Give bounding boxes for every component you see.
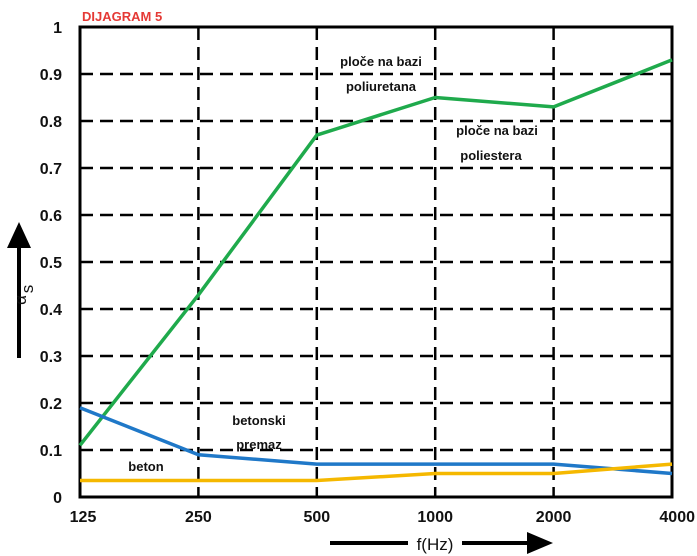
y-axis-label: α s: [7, 222, 37, 358]
series-line-blue: [79, 406, 673, 476]
x-tick-labels: 125 250 500 1000 2000 4000: [70, 509, 695, 526]
y-axis-alpha-subscript: s: [18, 285, 37, 294]
annotation-poliuretana-line-1: ploče na bazi: [340, 54, 422, 69]
y-axis-arrow-head: [7, 222, 31, 248]
x-tick-label: 2000: [536, 509, 572, 526]
annotation-poliestera-line-1: ploče na bazi: [456, 123, 538, 138]
x-tick-label: 4000: [659, 509, 695, 526]
grid-lines: [80, 27, 672, 497]
x-axis-title: f(Hz): [417, 535, 454, 554]
y-tick-label: 0.3: [40, 349, 62, 366]
annotation-beton: beton: [128, 459, 163, 474]
x-tick-label: 250: [185, 509, 212, 526]
x-axis-label-bg: [408, 531, 462, 555]
annotation-poliuretana-line-2: poliuretana: [346, 79, 417, 94]
x-tick-label: 125: [70, 509, 97, 526]
y-axis-alpha: α: [11, 295, 30, 305]
y-tick-label: 0.8: [40, 114, 62, 131]
annotation-betonski-line-1: betonski: [232, 413, 285, 428]
plot-area: [78, 25, 674, 499]
y-tick-label: 0.9: [40, 67, 62, 84]
x-tick-label: 500: [303, 509, 330, 526]
y-tick-label: 0.4: [40, 302, 62, 319]
y-tick-labels: 0 0.1 0.2 0.3 0.4 0.5 0.6 0.7 0.8 0.9 1: [40, 20, 62, 507]
y-tick-label: 0.5: [40, 255, 62, 272]
series-line-green: [78, 58, 673, 447]
series-lines: [78, 58, 673, 483]
y-tick-label: 1: [53, 20, 62, 37]
annotation-poliestera-line-2: poliestera: [460, 148, 522, 163]
y-tick-label: 0.2: [40, 396, 62, 413]
series-line-orange: [80, 462, 673, 483]
x-axis-arrow-head: [527, 532, 553, 554]
annotation-betonski-line-2: premaz: [236, 437, 282, 452]
chart-title: DIJAGRAM 5: [82, 9, 162, 24]
y-tick-label: 0.1: [40, 443, 62, 460]
x-tick-label: 1000: [417, 509, 453, 526]
x-axis-label: f(Hz): [330, 531, 553, 555]
y-tick-label: 0.6: [40, 208, 62, 225]
y-tick-label: 0: [53, 490, 62, 507]
y-tick-label: 0.7: [40, 161, 62, 178]
